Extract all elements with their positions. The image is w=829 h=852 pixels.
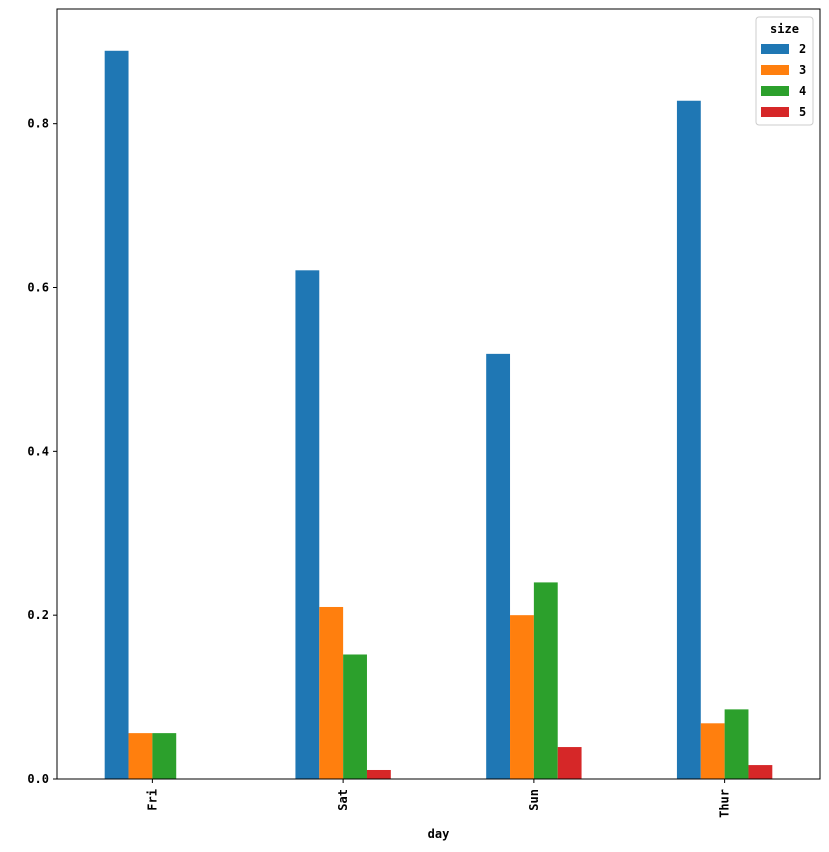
- x-tick-label-thur: Thur: [718, 789, 732, 818]
- bar-sun-size-3: [510, 615, 534, 779]
- y-tick-label: 0.0: [27, 772, 49, 786]
- bar-thur-size-2: [676, 100, 701, 779]
- x-tick-label-sat: Sat: [336, 789, 350, 811]
- legend-label-size-5: 5: [799, 105, 806, 119]
- bar-sat-size-5: [366, 769, 391, 779]
- legend-label-size-3: 3: [799, 63, 806, 77]
- legend-swatch-size-4: [761, 86, 789, 96]
- legend-swatch-size-3: [761, 65, 789, 75]
- legend-label-size-2: 2: [799, 42, 806, 56]
- legend-swatch-size-5: [761, 107, 789, 117]
- y-tick-label: 0.6: [27, 281, 49, 295]
- y-axis: 0.0 0.2 0.4 0.6 0.8: [27, 117, 57, 786]
- bar-sat-size-2: [295, 270, 320, 779]
- y-tick-label: 0.8: [27, 117, 49, 131]
- bar-sat-size-4: [343, 654, 367, 779]
- bar-sun-size-5: [557, 747, 582, 779]
- bar-fri-size-2: [104, 50, 129, 779]
- bar-fri-size-4: [152, 733, 177, 779]
- legend-title: size: [770, 22, 799, 36]
- x-axis: Fri Sat Sun Thur: [145, 779, 732, 818]
- plot-frame: [56, 8, 821, 780]
- bar-sun-size-4: [533, 582, 558, 779]
- bar-sun-size-2: [486, 353, 511, 779]
- legend: size 2 3 4 5: [755, 16, 814, 126]
- legend-label-size-4: 4: [799, 84, 806, 98]
- bar-sat-size-3: [319, 606, 344, 779]
- y-tick-label: 0.4: [27, 444, 49, 458]
- legend-swatch-size-2: [761, 44, 789, 54]
- x-tick-label-sun: Sun: [527, 789, 541, 811]
- bar-thur-size-3: [700, 723, 725, 779]
- bar-thur-size-5: [748, 765, 773, 779]
- x-tick-label-fri: Fri: [145, 789, 159, 811]
- y-tick-label: 0.2: [27, 608, 49, 622]
- bar-thur-size-4: [724, 709, 749, 779]
- x-axis-label: day: [428, 827, 450, 841]
- bars-group: [104, 50, 773, 779]
- bar-fri-size-3: [128, 733, 153, 779]
